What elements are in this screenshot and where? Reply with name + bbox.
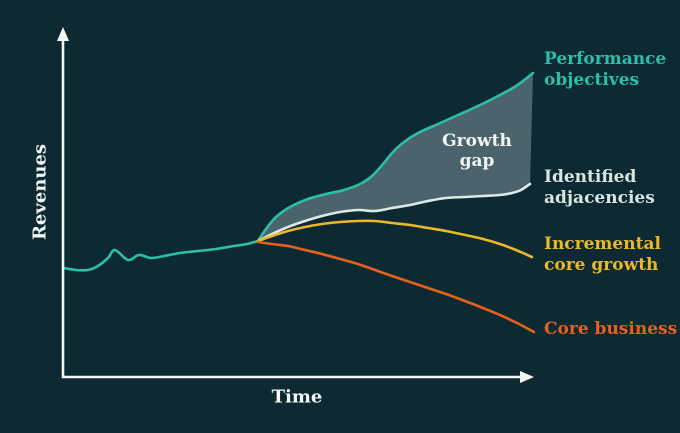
- legend-core-business: Core business: [544, 319, 678, 339]
- series-line-performance-objectives: [256, 71, 535, 243]
- growth-gap-annotation: Growth gap: [442, 131, 512, 172]
- y-axis-arrowhead: [57, 27, 69, 41]
- legend-identified-adjacencies: Identified adjacencies: [544, 167, 655, 208]
- y-axis-label: Revenues: [29, 143, 51, 241]
- legend-incremental-core-growth: Incremental core growth: [544, 234, 661, 275]
- series-line-identified-adjacencies: [256, 182, 532, 243]
- series-line-incremental-core-growth: [256, 219, 534, 259]
- trunk-line: [62, 239, 260, 272]
- x-axis-label: Time: [271, 386, 323, 408]
- legend-performance-objectives: Performance objectives: [544, 49, 667, 90]
- x-axis-arrowhead: [520, 371, 534, 383]
- series-line-core-business: [256, 240, 536, 334]
- growth-gap-area: [258, 73, 533, 241]
- axes-lines: [61, 40, 521, 379]
